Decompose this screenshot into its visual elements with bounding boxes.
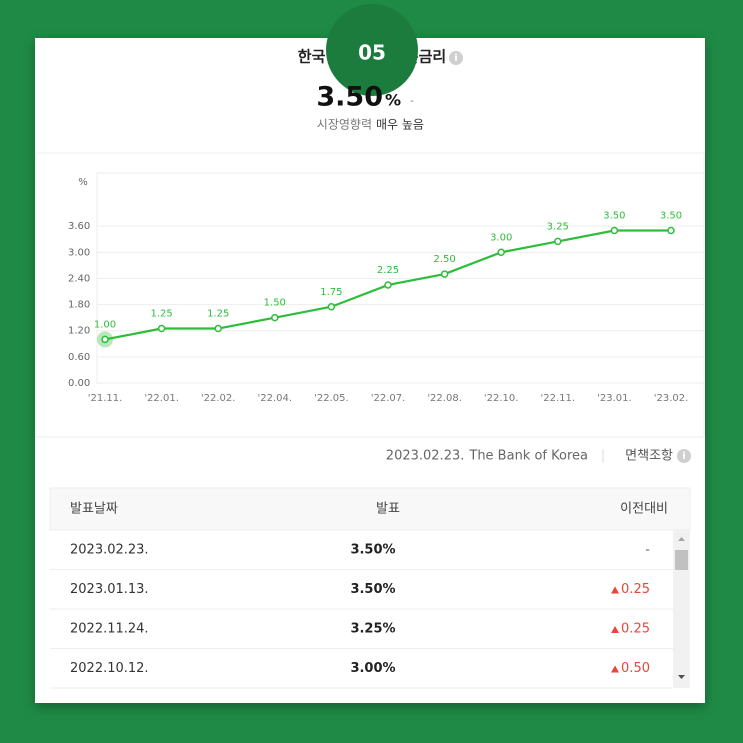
influence-level: 매우 높음 (376, 118, 424, 132)
y-tick-label: 3.00 (68, 247, 90, 258)
data-point (440, 270, 449, 278)
y-tick-label: 2.40 (68, 273, 90, 284)
data-point (327, 303, 336, 311)
cell-rate: 3.50% (350, 582, 395, 597)
influence-label: 시장영향력 (317, 118, 372, 132)
cell-rate: 3.25% (350, 622, 395, 637)
column-header: 이전대비 (620, 502, 668, 517)
x-tick-label: '22.10. (484, 393, 519, 404)
table-body: 2023.02.23. 3.50% - 2023.01.13. 3.50% 0.25 202… (50, 543, 673, 689)
x-tick-label: '22.02. (201, 393, 236, 404)
x-tick-label: '22.04. (258, 393, 293, 404)
data-point (101, 335, 109, 344)
column-header: 발표 (376, 502, 400, 517)
x-tick-label: '22.07. (371, 393, 406, 404)
data-point (497, 248, 505, 257)
up-arrow (611, 626, 620, 633)
source-provider: The Bank of Korea (468, 449, 588, 464)
data-label: 3.25 (547, 221, 569, 232)
disclaimer-link[interactable]: 면책조항 (625, 449, 673, 464)
x-tick-label: '22.11. (541, 393, 576, 404)
rate-change: - (410, 94, 414, 107)
data-label: 1.25 (207, 309, 229, 320)
y-tick-label: 1.80 (68, 300, 90, 311)
y-tick-label: 0.00 (68, 378, 90, 389)
scroll-down[interactable] (678, 675, 685, 679)
chart-panel (35, 152, 705, 438)
cell-change: 0.25 (621, 622, 650, 637)
y-unit-label: % (78, 177, 88, 188)
cell-date: 2023.01.13. (70, 582, 149, 597)
info-icon-glyph: i (454, 53, 457, 64)
data-label: 1.75 (320, 287, 342, 298)
source-date: 2023.02.23. (386, 449, 465, 464)
data-label: 2.25 (377, 265, 399, 276)
info-icon-glyph: i (682, 451, 685, 462)
badge-number: 05 (358, 41, 386, 65)
data-label: 1.25 (150, 309, 172, 320)
data-label: 3.00 (490, 232, 512, 243)
y-tick-label: 0.60 (68, 352, 90, 363)
rate-unit: % (385, 91, 401, 110)
cell-rate: 3.50% (350, 543, 395, 558)
badge (326, 4, 418, 96)
up-arrow (611, 665, 620, 673)
cell-date: 2023.02.23. (70, 543, 149, 558)
data-label: 1.00 (94, 319, 116, 330)
table-header (49, 487, 691, 531)
data-point (271, 313, 279, 322)
x-tick-label: '22.08. (427, 393, 462, 404)
x-tick-label: '23.02. (654, 393, 689, 404)
x-tick-label: '21.11. (88, 393, 123, 404)
y-tick-label: 1.20 (68, 326, 90, 337)
cell-rate: 3.00% (350, 661, 395, 676)
info-icon[interactable] (677, 449, 691, 463)
chart: % 0.00 0.60 1.20 1.80 2.40 3.00 3.60 1.00 '21.11.… (68, 177, 704, 404)
x-tick-label: '22.01. (144, 393, 179, 404)
info-icon[interactable] (449, 51, 463, 65)
data-point (384, 281, 392, 289)
x-tick-label: '23.01. (597, 393, 632, 404)
rate-value: 3.50 (316, 82, 383, 113)
y-tick-label: 3.60 (68, 221, 90, 232)
data-label: 2.50 (433, 254, 455, 265)
cell-change: - (645, 543, 650, 558)
cell-change: 0.50 (621, 661, 650, 676)
x-tick-label: '22.05. (314, 393, 349, 404)
cell-date: 2022.10.12. (70, 661, 149, 676)
data-label: 3.50 (603, 211, 625, 222)
scroll-up[interactable] (678, 537, 685, 541)
up-arrow (611, 586, 620, 594)
data-label: 3.50 (660, 211, 682, 222)
scrollbar-thumb[interactable] (675, 550, 688, 570)
data-point (610, 226, 619, 235)
data-point (214, 324, 222, 333)
data-point (157, 324, 166, 333)
cell-date: 2022.11.24. (70, 622, 149, 637)
data-point (667, 226, 675, 235)
data-point (554, 237, 562, 246)
column-header: 발표날짜 (70, 502, 118, 517)
cell-change: 0.25 (621, 582, 650, 597)
data-label: 1.50 (264, 298, 286, 309)
